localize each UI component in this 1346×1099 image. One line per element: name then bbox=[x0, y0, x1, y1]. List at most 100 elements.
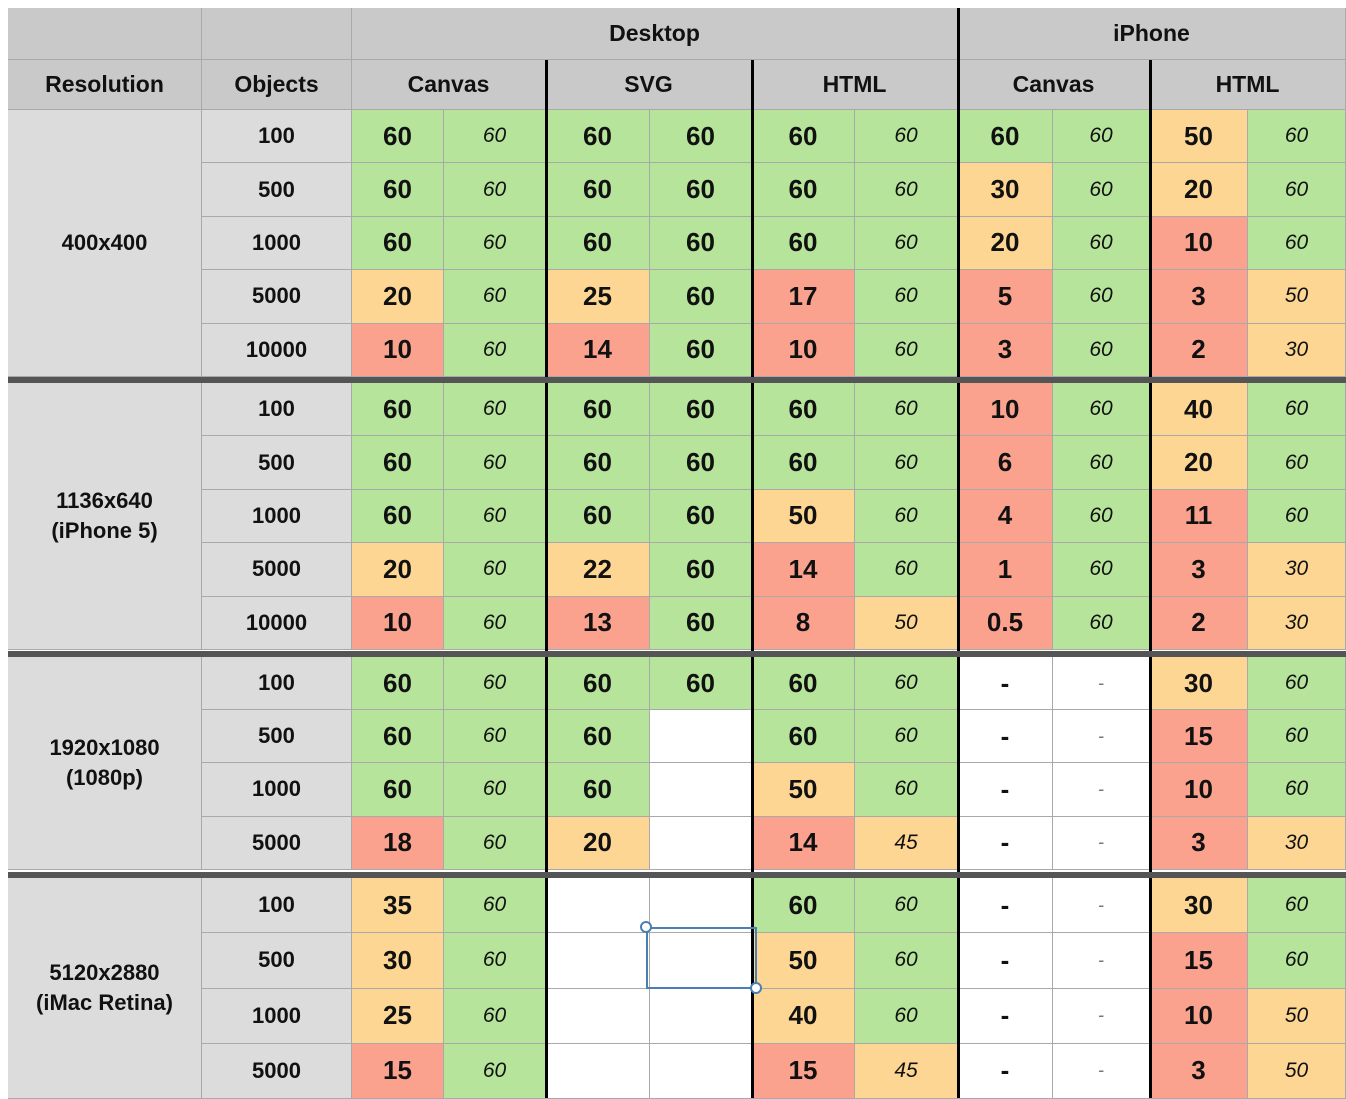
fps-cell[interactable]: 2 bbox=[1150, 323, 1248, 377]
fps-cell[interactable]: 60 bbox=[1248, 110, 1346, 164]
fps-cell[interactable]: 60 bbox=[444, 436, 546, 490]
fps-cell[interactable]: 60 bbox=[1053, 543, 1150, 597]
fps-cell[interactable]: 60 bbox=[650, 110, 752, 164]
fps-cell[interactable]: 60 bbox=[1248, 489, 1346, 544]
fps-cell[interactable]: 60 bbox=[855, 988, 958, 1044]
objects-cell[interactable]: 1000 bbox=[202, 763, 352, 817]
fps-cell[interactable]: - bbox=[958, 1043, 1053, 1099]
objects-cell[interactable]: 5000 bbox=[202, 270, 352, 324]
fps-cell[interactable]: 60 bbox=[546, 763, 650, 817]
fps-cell[interactable]: 60 bbox=[752, 110, 855, 164]
fps-cell[interactable]: 60 bbox=[444, 933, 546, 989]
fps-cell[interactable]: 60 bbox=[444, 816, 546, 870]
fps-cell[interactable] bbox=[650, 933, 752, 989]
fps-cell[interactable]: 60 bbox=[855, 216, 958, 271]
column-header-resolution[interactable]: Resolution bbox=[8, 60, 202, 110]
fps-cell[interactable]: - bbox=[958, 878, 1053, 934]
resolution-cell[interactable]: 1920x1080 (1080p) bbox=[8, 657, 202, 870]
fps-cell[interactable]: 60 bbox=[855, 933, 958, 989]
fps-cell[interactable]: 60 bbox=[352, 163, 444, 217]
resolution-cell[interactable]: 400x400 bbox=[8, 110, 202, 377]
fps-cell[interactable]: 60 bbox=[444, 163, 546, 217]
fps-cell[interactable]: 60 bbox=[352, 383, 444, 437]
fps-cell[interactable]: 60 bbox=[444, 1043, 546, 1099]
objects-cell[interactable]: 500 bbox=[202, 163, 352, 217]
fps-cell[interactable]: 25 bbox=[546, 270, 650, 324]
fps-cell[interactable]: 20 bbox=[352, 270, 444, 324]
fps-cell[interactable]: 60 bbox=[1248, 383, 1346, 437]
fps-cell[interactable]: 60 bbox=[444, 988, 546, 1044]
fps-cell[interactable]: - bbox=[1053, 710, 1150, 764]
fps-cell[interactable]: 50 bbox=[1248, 988, 1346, 1044]
fps-cell[interactable]: 60 bbox=[752, 710, 855, 764]
column-header-iphone-html[interactable]: HTML bbox=[1150, 60, 1346, 110]
fps-cell[interactable]: 60 bbox=[855, 323, 958, 377]
fps-cell[interactable]: 14 bbox=[752, 816, 855, 870]
fps-cell[interactable]: 35 bbox=[352, 878, 444, 934]
fps-cell[interactable]: 3 bbox=[1150, 543, 1248, 597]
fps-cell[interactable]: - bbox=[958, 763, 1053, 817]
objects-cell[interactable]: 500 bbox=[202, 933, 352, 989]
objects-cell[interactable]: 500 bbox=[202, 436, 352, 490]
fps-cell[interactable]: 60 bbox=[546, 710, 650, 764]
fps-cell[interactable]: 60 bbox=[855, 163, 958, 217]
fps-cell[interactable]: - bbox=[958, 816, 1053, 870]
fps-cell[interactable]: 20 bbox=[958, 216, 1053, 271]
fps-cell[interactable]: 10 bbox=[352, 323, 444, 377]
fps-cell[interactable]: 30 bbox=[1248, 816, 1346, 870]
fps-cell[interactable]: 3 bbox=[1150, 816, 1248, 870]
fps-cell[interactable]: 60 bbox=[546, 436, 650, 490]
fps-cell[interactable]: 20 bbox=[1150, 163, 1248, 217]
fps-cell[interactable]: 10 bbox=[1150, 988, 1248, 1044]
fps-cell[interactable]: 4 bbox=[958, 489, 1053, 544]
fps-cell[interactable]: 60 bbox=[444, 710, 546, 764]
objects-cell[interactable]: 500 bbox=[202, 710, 352, 764]
fps-cell[interactable] bbox=[650, 1043, 752, 1099]
fps-cell[interactable] bbox=[650, 710, 752, 764]
fps-cell[interactable]: 60 bbox=[1053, 323, 1150, 377]
fps-cell[interactable]: 40 bbox=[752, 988, 855, 1044]
fps-cell[interactable]: 60 bbox=[1248, 657, 1346, 711]
header-corner-cell[interactable] bbox=[8, 8, 202, 60]
fps-cell[interactable]: 60 bbox=[650, 270, 752, 324]
fps-cell[interactable]: 60 bbox=[855, 489, 958, 544]
objects-cell[interactable]: 5000 bbox=[202, 1043, 352, 1099]
fps-cell[interactable]: 50 bbox=[1248, 1043, 1346, 1099]
cell-selection-box[interactable] bbox=[646, 927, 757, 989]
fps-cell[interactable]: 60 bbox=[444, 543, 546, 597]
fps-cell[interactable]: 6 bbox=[958, 436, 1053, 490]
fps-cell[interactable]: - bbox=[1053, 763, 1150, 817]
fps-cell[interactable]: 60 bbox=[444, 323, 546, 377]
fps-cell[interactable]: 60 bbox=[444, 489, 546, 544]
fps-cell[interactable]: 60 bbox=[650, 657, 752, 711]
fps-cell[interactable]: - bbox=[1053, 988, 1150, 1044]
objects-cell[interactable]: 5000 bbox=[202, 816, 352, 870]
fps-cell[interactable]: 60 bbox=[650, 163, 752, 217]
group-header-iphone[interactable]: iPhone bbox=[958, 8, 1346, 60]
fps-cell[interactable]: 60 bbox=[444, 270, 546, 324]
fps-cell[interactable]: 60 bbox=[444, 383, 546, 437]
fps-cell[interactable]: 20 bbox=[352, 543, 444, 597]
fps-cell[interactable]: 50 bbox=[752, 933, 855, 989]
objects-cell[interactable]: 100 bbox=[202, 110, 352, 164]
fps-cell[interactable]: 60 bbox=[752, 383, 855, 437]
fps-cell[interactable]: 60 bbox=[650, 383, 752, 437]
fps-cell[interactable]: 8 bbox=[752, 596, 855, 650]
fps-cell[interactable]: 60 bbox=[352, 710, 444, 764]
fps-cell[interactable]: 60 bbox=[352, 110, 444, 164]
fps-cell[interactable]: 50 bbox=[752, 489, 855, 544]
group-header-desktop[interactable]: Desktop bbox=[352, 8, 958, 60]
fps-cell[interactable]: 20 bbox=[546, 816, 650, 870]
fps-cell[interactable]: 3 bbox=[1150, 270, 1248, 324]
fps-cell[interactable]: 60 bbox=[1248, 878, 1346, 934]
fps-cell[interactable]: 60 bbox=[855, 436, 958, 490]
fps-cell[interactable]: 15 bbox=[752, 1043, 855, 1099]
objects-cell[interactable]: 100 bbox=[202, 878, 352, 934]
fps-cell[interactable]: 50 bbox=[752, 763, 855, 817]
fps-cell[interactable]: 60 bbox=[546, 489, 650, 544]
objects-cell[interactable]: 1000 bbox=[202, 216, 352, 271]
fps-cell[interactable] bbox=[650, 878, 752, 934]
fps-cell[interactable]: 60 bbox=[1053, 163, 1150, 217]
fps-cell[interactable]: 60 bbox=[1248, 933, 1346, 989]
fps-cell[interactable]: 30 bbox=[958, 163, 1053, 217]
